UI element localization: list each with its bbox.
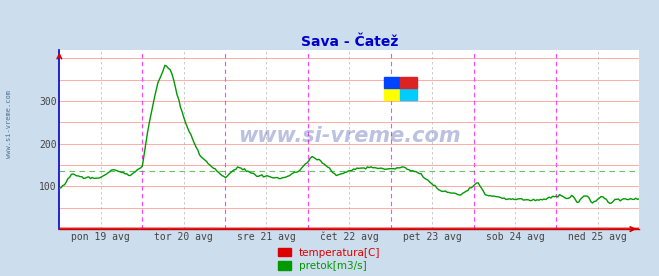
Bar [384,88,400,100]
Legend: temperatura[C], pretok[m3/s]: temperatura[C], pretok[m3/s] [278,248,381,271]
Bar [400,76,416,88]
Bar [400,88,416,100]
Text: www.si-vreme.com: www.si-vreme.com [238,126,461,146]
Bar [384,76,400,88]
Text: www.si-vreme.com: www.si-vreme.com [5,90,12,158]
Title: Sava - Čatež: Sava - Čatež [301,34,398,49]
